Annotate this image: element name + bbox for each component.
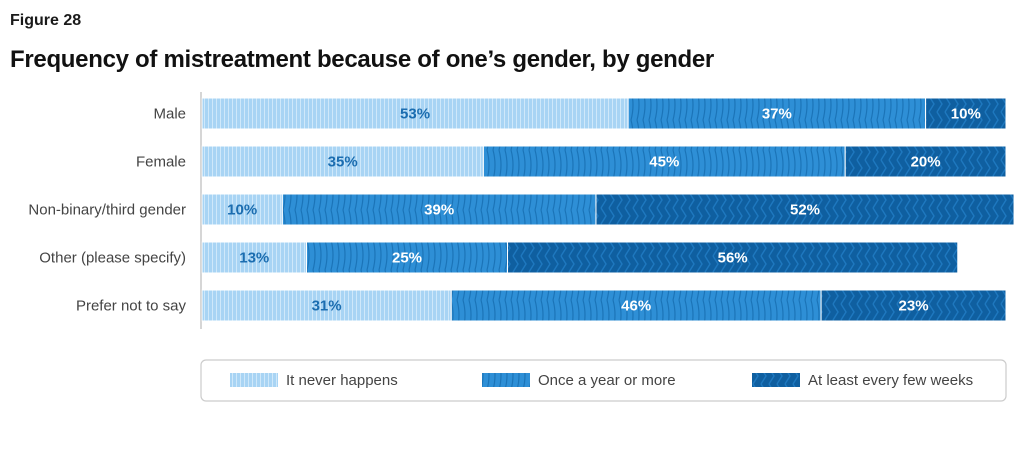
data-label: 25% <box>392 250 422 267</box>
bar-segment-never <box>201 145 484 178</box>
data-label: 46% <box>621 298 651 315</box>
data-label: 35% <box>328 154 358 171</box>
category-label: Prefer not to say <box>76 298 187 315</box>
bar-segment-never <box>201 97 629 130</box>
data-label: 56% <box>718 250 748 267</box>
category-label: Female <box>136 154 186 171</box>
data-label: 52% <box>790 202 820 219</box>
bar-segment-never <box>201 241 308 274</box>
chart-title: Frequency of mistreatment because of one… <box>10 46 714 73</box>
data-label: 45% <box>649 154 679 171</box>
legend-label: At least every few weeks <box>808 372 973 389</box>
data-label: 20% <box>911 154 941 171</box>
legend: It never happens Once a year or more At le… <box>200 359 1007 402</box>
data-label: 23% <box>899 298 929 315</box>
bar-segment-never <box>201 289 452 322</box>
category-label: Other (please specify) <box>39 250 186 267</box>
data-label: 10% <box>227 202 257 219</box>
bar-segment-once <box>482 145 846 178</box>
bar-segment-once <box>450 289 822 322</box>
bar-segment-weeks <box>507 241 959 274</box>
data-label: 10% <box>951 106 981 123</box>
bar-segment-once <box>281 193 597 226</box>
legend-label: Once a year or more <box>538 372 676 389</box>
data-label: 39% <box>424 202 454 219</box>
data-label: 31% <box>312 298 342 315</box>
bar-segment-weeks <box>844 145 1007 178</box>
bar-segment-once <box>306 241 509 274</box>
data-label: 37% <box>762 106 792 123</box>
bar-segment-weeks <box>925 97 1007 130</box>
legend-label: It never happens <box>286 372 398 389</box>
bars-layer: Male 53% 37% 10% Female 35% 45% 20% Non-binary/t… <box>28 92 1015 329</box>
figure-label: Figure 28 <box>10 12 82 29</box>
legend-swatch-weeks <box>752 373 800 387</box>
bar-segment-weeks <box>595 193 1015 226</box>
bar-segment-never <box>201 193 283 226</box>
legend-swatch-never <box>230 373 278 387</box>
category-label: Male <box>153 106 186 123</box>
legend-swatch-once <box>482 373 530 387</box>
category-label: Non-binary/third gender <box>28 202 186 219</box>
data-label: 13% <box>239 250 269 267</box>
bar-segment-weeks <box>820 289 1007 322</box>
data-label: 53% <box>400 106 430 123</box>
legend-box <box>200 359 1007 402</box>
